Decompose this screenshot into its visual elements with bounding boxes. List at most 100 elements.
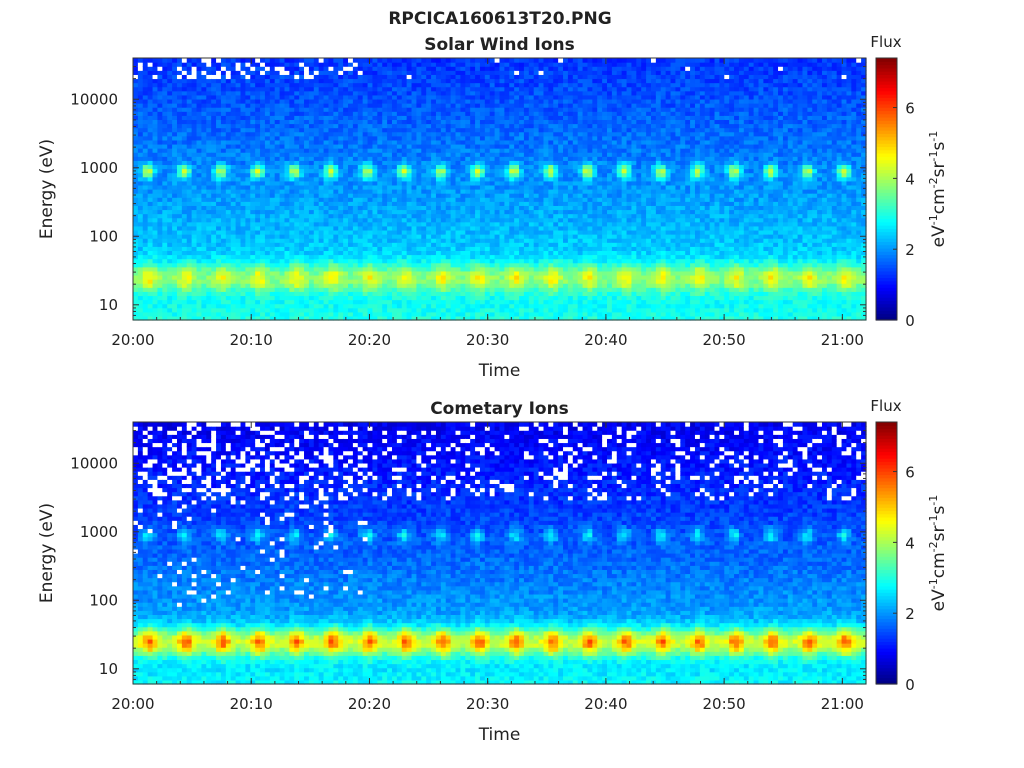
heatmap-cell [372, 164, 378, 170]
heatmap-cell [352, 90, 359, 96]
heatmap-cell [387, 82, 393, 88]
heatmap-cell [411, 86, 418, 92]
heatmap-cell [304, 201, 310, 206]
heatmap-cell [401, 107, 408, 112]
heatmap-cell [186, 311, 193, 317]
heatmap-cell [216, 205, 222, 211]
heatmap-cell [250, 115, 256, 120]
heatmap-cell [142, 225, 149, 231]
heatmap-cell [172, 274, 178, 280]
heatmap-cell [445, 266, 452, 272]
heatmap-cell [133, 217, 139, 223]
heatmap-cell [416, 234, 422, 239]
heatmap-cell [230, 270, 237, 276]
heatmap-cell [191, 291, 198, 297]
heatmap-cell [387, 74, 393, 80]
heatmap-cell [440, 176, 447, 182]
heatmap-cell [323, 213, 330, 219]
heatmap-cell [284, 217, 290, 223]
heatmap-cell [206, 111, 212, 116]
heatmap-cell [391, 123, 398, 129]
heatmap-cell [323, 242, 330, 247]
heatmap-cell [313, 221, 320, 227]
heatmap-cell [186, 66, 193, 71]
heatmap-cell [343, 229, 349, 235]
heatmap-cell [465, 221, 471, 227]
heatmap-cell [455, 229, 462, 235]
heatmap-cell [406, 111, 413, 116]
heatmap-cell [191, 201, 198, 206]
heatmap-cell [348, 209, 354, 215]
heatmap-cell [323, 74, 330, 80]
heatmap-cell [220, 205, 227, 211]
heatmap-cell [133, 164, 139, 170]
heatmap-cell [133, 148, 139, 153]
heatmap-cell [216, 193, 222, 198]
heatmap-cell [470, 279, 476, 284]
heatmap-cell [220, 201, 227, 206]
heatmap-cell [387, 115, 393, 120]
heatmap-cell [260, 201, 266, 206]
heatmap-cell [313, 156, 320, 161]
heatmap-cell [489, 184, 496, 190]
heatmap-cell [377, 303, 383, 309]
heatmap-cell [494, 168, 501, 174]
heatmap-cell [475, 311, 481, 317]
heatmap-cell [391, 217, 398, 223]
heatmap-cell [216, 225, 222, 231]
heatmap-cell [313, 70, 320, 75]
heatmap-cell [396, 176, 403, 182]
heatmap-cell [382, 184, 388, 190]
heatmap-cell [333, 303, 339, 309]
heatmap-cell [406, 234, 413, 239]
heatmap-cell [240, 311, 246, 317]
heatmap-cell [348, 291, 354, 297]
heatmap-cell [489, 274, 496, 280]
heatmap-cell [489, 287, 496, 292]
heatmap-cell [162, 234, 168, 239]
heatmap-cell [406, 160, 413, 166]
heatmap-cell [479, 78, 486, 84]
heatmap-cell [235, 274, 242, 280]
heatmap-cell [484, 258, 491, 264]
heatmap-cell [318, 156, 325, 161]
heatmap-cell [294, 315, 300, 321]
heatmap-cell [343, 131, 349, 137]
heatmap-cell [343, 74, 349, 80]
heatmap-cell [245, 111, 251, 116]
heatmap-cell [225, 66, 232, 71]
heatmap-cell [216, 123, 222, 129]
heatmap-cell [509, 107, 515, 112]
heatmap-cell [509, 184, 515, 190]
heatmap-cell [440, 274, 447, 280]
heatmap-cell [191, 299, 198, 305]
heatmap-cell [406, 123, 413, 129]
heatmap-cell [357, 262, 364, 268]
heatmap-cell [240, 270, 246, 276]
heatmap-cell [406, 156, 413, 161]
heatmap-cell [245, 229, 251, 235]
heatmap-cell [216, 197, 222, 202]
heatmap-cell [489, 90, 496, 96]
heatmap-cell [367, 270, 374, 276]
heatmap-cell [308, 270, 315, 276]
heatmap-cell [289, 123, 295, 129]
heatmap-cell [470, 274, 476, 280]
heatmap-cell [421, 135, 427, 141]
heatmap-cell [216, 311, 222, 317]
heatmap-cell [220, 78, 227, 84]
heatmap-cell [372, 283, 378, 288]
heatmap-cell [162, 168, 168, 174]
heatmap-cell [352, 225, 359, 231]
heatmap-cell [147, 201, 154, 206]
heatmap-cell [152, 82, 159, 88]
heatmap-cell [250, 86, 256, 92]
heatmap-cell [147, 315, 154, 321]
heatmap-cell [230, 184, 237, 190]
heatmap-cell [348, 295, 354, 301]
heatmap-cell [509, 189, 515, 194]
heatmap-cell [206, 254, 212, 260]
heatmap-cell [206, 201, 212, 206]
heatmap-cell [137, 115, 144, 120]
heatmap-cell [216, 115, 222, 120]
